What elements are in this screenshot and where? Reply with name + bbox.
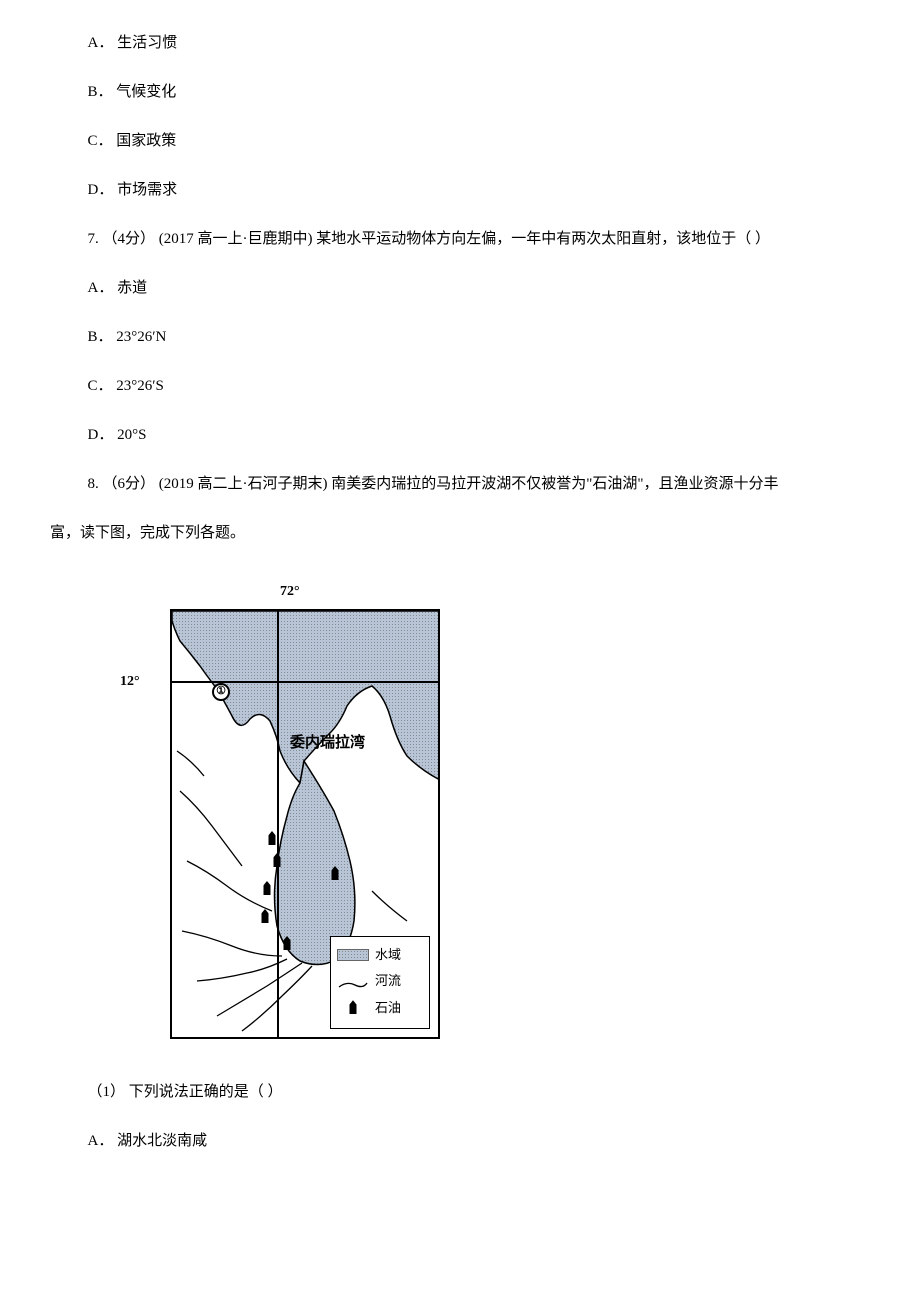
option-text: B． 气候变化 xyxy=(88,84,177,100)
subquestion-text: （1） 下列说法正确的是（ ） xyxy=(88,1084,283,1100)
q6-option-d[interactable]: D． 市场需求 xyxy=(50,177,860,204)
option-text: A． 赤道 xyxy=(88,280,148,296)
latitude-label: 12° xyxy=(120,669,140,694)
marker-1: ① xyxy=(212,683,230,701)
map-frame: ① 委内瑞拉湾 水域 河流 石油 xyxy=(170,609,440,1039)
legend-water-label: 水域 xyxy=(375,943,401,966)
q6-option-b[interactable]: B． 气候变化 xyxy=(50,79,860,106)
marker-label: ① xyxy=(216,682,226,702)
q8-stem-cont: 富，读下图，完成下列各题。 xyxy=(50,520,860,547)
option-text: C． 23°26′S xyxy=(88,378,164,394)
latitude-line xyxy=(172,681,438,683)
legend-river-icon xyxy=(337,975,369,987)
legend-water-icon xyxy=(337,949,369,961)
q6-option-c[interactable]: C． 国家政策 xyxy=(50,128,860,155)
legend-row-water: 水域 xyxy=(337,943,423,966)
longitude-label: 72° xyxy=(280,579,300,604)
lake-shape xyxy=(275,761,355,965)
option-text: D． 20°S xyxy=(88,427,147,443)
option-text: B． 23°26′N xyxy=(88,329,167,345)
river-4 xyxy=(197,959,287,981)
q7-option-a[interactable]: A． 赤道 xyxy=(50,275,860,302)
question-text: 7. （4分） (2017 高一上·巨鹿期中) 某地水平运动物体方向左偏，一年中… xyxy=(88,231,771,247)
legend-row-river: 河流 xyxy=(337,969,423,992)
option-text: A． 湖水北淡南咸 xyxy=(88,1133,208,1149)
option-text: D． 市场需求 xyxy=(88,182,178,198)
river-7 xyxy=(372,891,407,921)
q8-sub1-option-a[interactable]: A． 湖水北淡南咸 xyxy=(50,1128,860,1155)
option-text: C． 国家政策 xyxy=(88,133,177,149)
map-figure: 72° 12° ① 委内瑞拉湾 xyxy=(110,569,450,1049)
q8-stem: 8. （6分） (2019 高二上·石河子期末) 南美委内瑞拉的马拉开波湖不仅被… xyxy=(50,471,860,498)
sea-shape xyxy=(172,611,440,783)
q6-option-a[interactable]: A． 生活习惯 xyxy=(50,30,860,57)
question-text-p1: 8. （6分） (2019 高二上·石河子期末) 南美委内瑞拉的马拉开波湖不仅被… xyxy=(88,476,779,492)
legend-river-label: 河流 xyxy=(375,969,401,992)
q7-stem: 7. （4分） (2017 高一上·巨鹿期中) 某地水平运动物体方向左偏，一年中… xyxy=(50,226,860,253)
q7-option-d[interactable]: D． 20°S xyxy=(50,422,860,449)
map-legend: 水域 河流 石油 xyxy=(330,936,430,1029)
river-3 xyxy=(182,931,282,956)
river-2 xyxy=(187,861,272,911)
q7-option-b[interactable]: B． 23°26′N xyxy=(50,324,860,351)
legend-oil-icon xyxy=(337,1000,369,1014)
river-8 xyxy=(177,751,204,776)
river-1 xyxy=(180,791,242,866)
bay-label: 委内瑞拉湾 xyxy=(290,729,365,756)
q8-sub1-stem: （1） 下列说法正确的是（ ） xyxy=(50,1079,860,1106)
option-text: A． 生活习惯 xyxy=(88,35,178,51)
longitude-line xyxy=(277,611,279,1037)
q7-option-c[interactable]: C． 23°26′S xyxy=(50,373,860,400)
legend-row-oil: 石油 xyxy=(337,996,423,1019)
legend-oil-label: 石油 xyxy=(375,996,401,1019)
question-text-p2: 富，读下图，完成下列各题。 xyxy=(50,525,245,541)
